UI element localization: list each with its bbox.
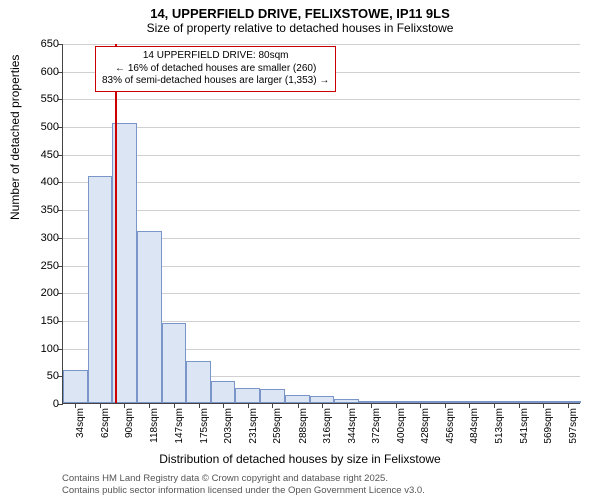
x-tick-label: 231sqm — [248, 408, 259, 444]
gridline — [63, 210, 580, 211]
histogram-bar — [63, 370, 88, 403]
histogram-bar — [162, 323, 187, 403]
x-tick-label: 428sqm — [420, 408, 431, 444]
y-tick-label: 250 — [41, 260, 59, 272]
x-tick-label: 372sqm — [371, 408, 382, 444]
histogram-bar — [211, 381, 236, 403]
x-tick-label: 34sqm — [75, 408, 86, 438]
attribution-text: Contains HM Land Registry data © Crown c… — [62, 473, 425, 496]
plot-area: 0501001502002503003504004505005506006503… — [62, 44, 580, 404]
x-tick-label: 513sqm — [494, 408, 505, 444]
y-tick-label: 600 — [41, 66, 59, 78]
chart-title: 14, UPPERFIELD DRIVE, FELIXSTOWE, IP11 9… — [0, 0, 600, 21]
histogram-bar — [285, 395, 310, 403]
x-tick-label: 288sqm — [298, 408, 309, 444]
y-tick-label: 150 — [41, 315, 59, 327]
y-tick-label: 300 — [41, 232, 59, 244]
x-tick-label: 484sqm — [469, 408, 480, 444]
y-tick-label: 350 — [41, 204, 59, 216]
histogram-bar — [137, 231, 162, 403]
y-tick-label: 550 — [41, 93, 59, 105]
y-axis-label: Number of detached properties — [8, 55, 22, 220]
y-tick-label: 200 — [41, 287, 59, 299]
x-tick-label: 175sqm — [199, 408, 210, 444]
annotation-box: 14 UPPERFIELD DRIVE: 80sqm← 16% of detac… — [95, 46, 336, 92]
x-tick-label: 62sqm — [100, 408, 111, 438]
x-tick-label: 456sqm — [445, 408, 456, 444]
x-tick-label: 203sqm — [223, 408, 234, 444]
gridline — [63, 44, 580, 45]
x-tick-label: 344sqm — [347, 408, 358, 444]
y-tick-label: 500 — [41, 121, 59, 133]
y-tick-label: 450 — [41, 149, 59, 161]
attribution-line-2: Contains public sector information licen… — [62, 485, 425, 496]
chart-subtitle: Size of property relative to detached ho… — [0, 21, 600, 37]
gridline — [63, 127, 580, 128]
y-tick-label: 100 — [41, 343, 59, 355]
x-tick-label: 400sqm — [396, 408, 407, 444]
annotation-line: 83% of semi-detached houses are larger (… — [102, 75, 329, 88]
x-tick-label: 569sqm — [543, 408, 554, 444]
x-tick-label: 118sqm — [149, 408, 160, 443]
y-tick-label: 650 — [41, 38, 59, 50]
x-tick-label: 597sqm — [568, 408, 579, 444]
x-tick-label: 316sqm — [322, 408, 333, 444]
x-tick-label: 259sqm — [272, 408, 283, 444]
x-tick-label: 90sqm — [124, 408, 135, 438]
y-tick-label: 0 — [53, 398, 59, 410]
y-tick-label: 50 — [47, 370, 59, 382]
gridline — [63, 155, 580, 156]
histogram-bar — [186, 361, 211, 403]
x-tick-label: 541sqm — [519, 408, 530, 444]
annotation-line: 14 UPPERFIELD DRIVE: 80sqm — [102, 50, 329, 63]
attribution-line-1: Contains HM Land Registry data © Crown c… — [62, 473, 425, 484]
gridline — [63, 99, 580, 100]
histogram-bar — [310, 396, 335, 403]
property-marker-line — [115, 44, 117, 403]
histogram-bar — [235, 388, 260, 404]
histogram-chart: 14, UPPERFIELD DRIVE, FELIXSTOWE, IP11 9… — [0, 0, 600, 500]
histogram-bar — [260, 389, 285, 403]
gridline — [63, 182, 580, 183]
annotation-line: ← 16% of detached houses are smaller (26… — [102, 63, 329, 76]
histogram-bar — [88, 176, 113, 403]
y-tick-label: 400 — [41, 176, 59, 188]
x-axis-label: Distribution of detached houses by size … — [0, 452, 600, 466]
x-tick-label: 147sqm — [174, 408, 185, 444]
